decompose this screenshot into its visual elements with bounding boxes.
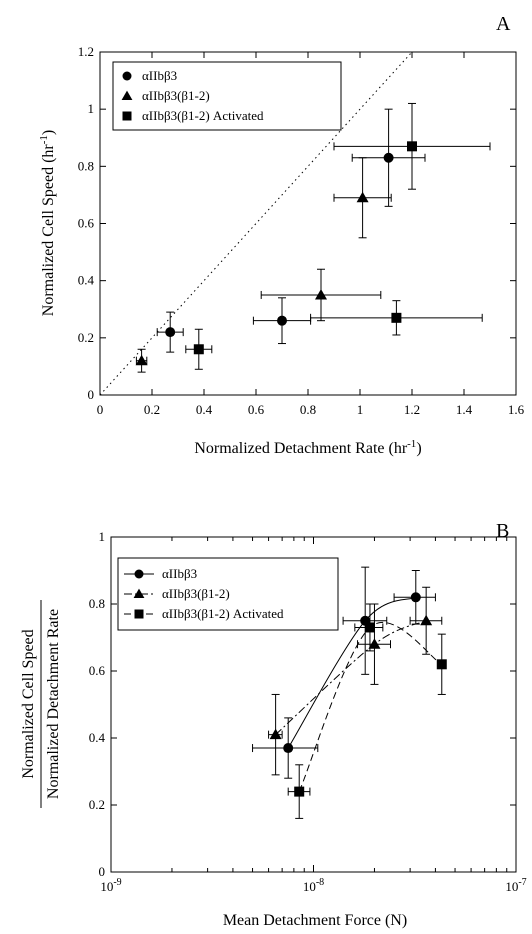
panel-a-data-point [315,288,327,300]
panel-a-data-point [356,191,369,203]
panel-b-y-tick-label: 0.8 [89,596,105,611]
panel-b-data-point [283,743,294,754]
panel-a-y-axis-title: Normalized Cell Speed (hr-1) [38,130,57,316]
panel-a-x-tick-label: 1.4 [456,402,473,417]
panel-b-plot-area: 10-9 10-8 10-7 0 0.2 0.4 0.6 0.8 1 [89,529,527,894]
panel-b-y-axis-title: Normalized Cell Speed Normalized Detachm… [20,600,62,808]
panel-b-legend-box [117,557,339,631]
panel-a-x-tick-label: 0.4 [196,402,213,417]
panel-b-data-point [436,659,447,670]
panel-b-y-tick-label: 1 [99,529,106,544]
panel-a-x-tick-label: 1.6 [508,402,525,417]
panel-b-x-axis-title: Mean Detachment Force (N) [223,912,407,929]
panel-a-series-1 [156,108,426,353]
panel-b-y-tick-label: 0 [99,864,106,879]
panel-b-series-2 [268,586,443,776]
panel-b-data-point [364,622,375,633]
panel-a-series-3 [185,102,491,370]
panel-b-y-axis-denominator: Normalized Detachment Rate [45,609,62,799]
panel-b-legend-marker [134,569,144,579]
panel-a-y-tick-label: 0.6 [78,216,95,231]
panel-b-series-1 [252,566,436,779]
panel-b-data-point [420,614,433,626]
panel-a-x-tick-label: 0 [97,402,104,417]
panel-a-y-tick-label: 1 [88,101,95,116]
panel-b-y-tick-label: 0.6 [89,663,106,678]
panel-b-x-tick-label: 10-7 [505,877,526,894]
panel-a-data-point [277,315,287,326]
panel-a-legend-marker [121,90,133,101]
panel-a-x-tick-label: 0.8 [300,402,316,417]
panel-b-data-point [368,638,381,649]
panel-a-y-tick-label: 0.4 [78,273,95,288]
panel-b-series-3 [287,603,447,819]
panel-b-legend-label: αIIbβ3(β1-2) Activated [162,606,284,621]
panel-a-y-tick-label: 0.8 [78,158,94,173]
panel-b: B 10-9 10-8 10-7 0 0.2 0.4 0.6 0.8 1 Mean Detach… [20,520,527,929]
panel-a-legend: αIIbβ3 αIIbβ3(β1-2) αIIbβ3(β1-2) Activated [112,61,342,131]
panel-a-x-axis-title: Normalized Detachment Rate (hr-1) [194,438,421,457]
panel-a-x-tick-label: 1.2 [404,402,420,417]
panel-b-legend-label: αIIbβ3(β1-2) [162,586,230,601]
panel-b-legend: αIIbβ3 αIIbβ3(β1-2) αIIbβ3(β1-2) Activated [117,557,339,631]
panel-b-y-tick-label: 0.4 [89,730,106,745]
panel-a: A 0 0.2 0.4 0.6 0.8 1 1.2 1.4 1.6 0 0.2 0.4 0.6 0.8 1 1… [38,13,525,457]
panel-a-legend-label: αIIbβ3 [142,68,177,83]
panel-a-x-tick-label: 0.6 [248,402,265,417]
panel-a-y-tick-label: 0.2 [78,330,94,345]
panel-a-data-point [135,354,148,366]
panel-a-data-point [383,152,394,163]
panel-a-y-tick-label: 1.2 [78,44,94,59]
panel-a-data-point [193,344,204,355]
panel-a-legend-marker [122,71,132,81]
panel-b-series-line [275,620,427,736]
panel-a-frame [99,51,517,396]
panel-a-x-tick-label: 1 [357,402,364,417]
panel-b-label: B [496,520,509,542]
panel-a-legend-marker [122,111,132,121]
panel-b-data-point [294,786,305,797]
panel-a-reference-line [99,51,413,396]
panel-b-x-tick-label: 10-8 [303,877,324,894]
panel-a-legend-box [112,61,342,131]
panel-b-x-tick-label: 10-9 [100,877,121,894]
panel-a-x-tick-label: 0.2 [144,402,160,417]
panel-a-plot-area: 0 0.2 0.4 0.6 0.8 1 1.2 1.4 1.6 0 0.2 0.4 0.6 0.8 1 1.2 [78,44,525,417]
panel-a-legend-label: αIIbβ3(β1-2) [142,88,210,103]
panel-b-y-tick-label: 0.2 [89,797,105,812]
panel-a-label: A [496,13,511,35]
panel-b-frame [110,536,517,873]
panel-a-y-tick-label: 0 [88,387,95,402]
panel-a-data-point [407,141,417,152]
panel-b-y-axis-numerator: Normalized Cell Speed [20,629,37,778]
panel-a-data-point [165,327,176,338]
panel-b-legend-marker [134,609,144,619]
panel-b-legend-marker [133,588,145,599]
panel-b-series-line [287,596,417,749]
panel-b-data-point [269,728,282,740]
panel-a-data-point [391,312,402,323]
panel-a-series-2 [135,157,392,373]
panel-b-legend-label: αIIbβ3 [162,566,197,581]
panel-a-legend-label: αIIbβ3(β1-2) Activated [142,108,264,123]
panel-b-data-point [410,592,421,603]
